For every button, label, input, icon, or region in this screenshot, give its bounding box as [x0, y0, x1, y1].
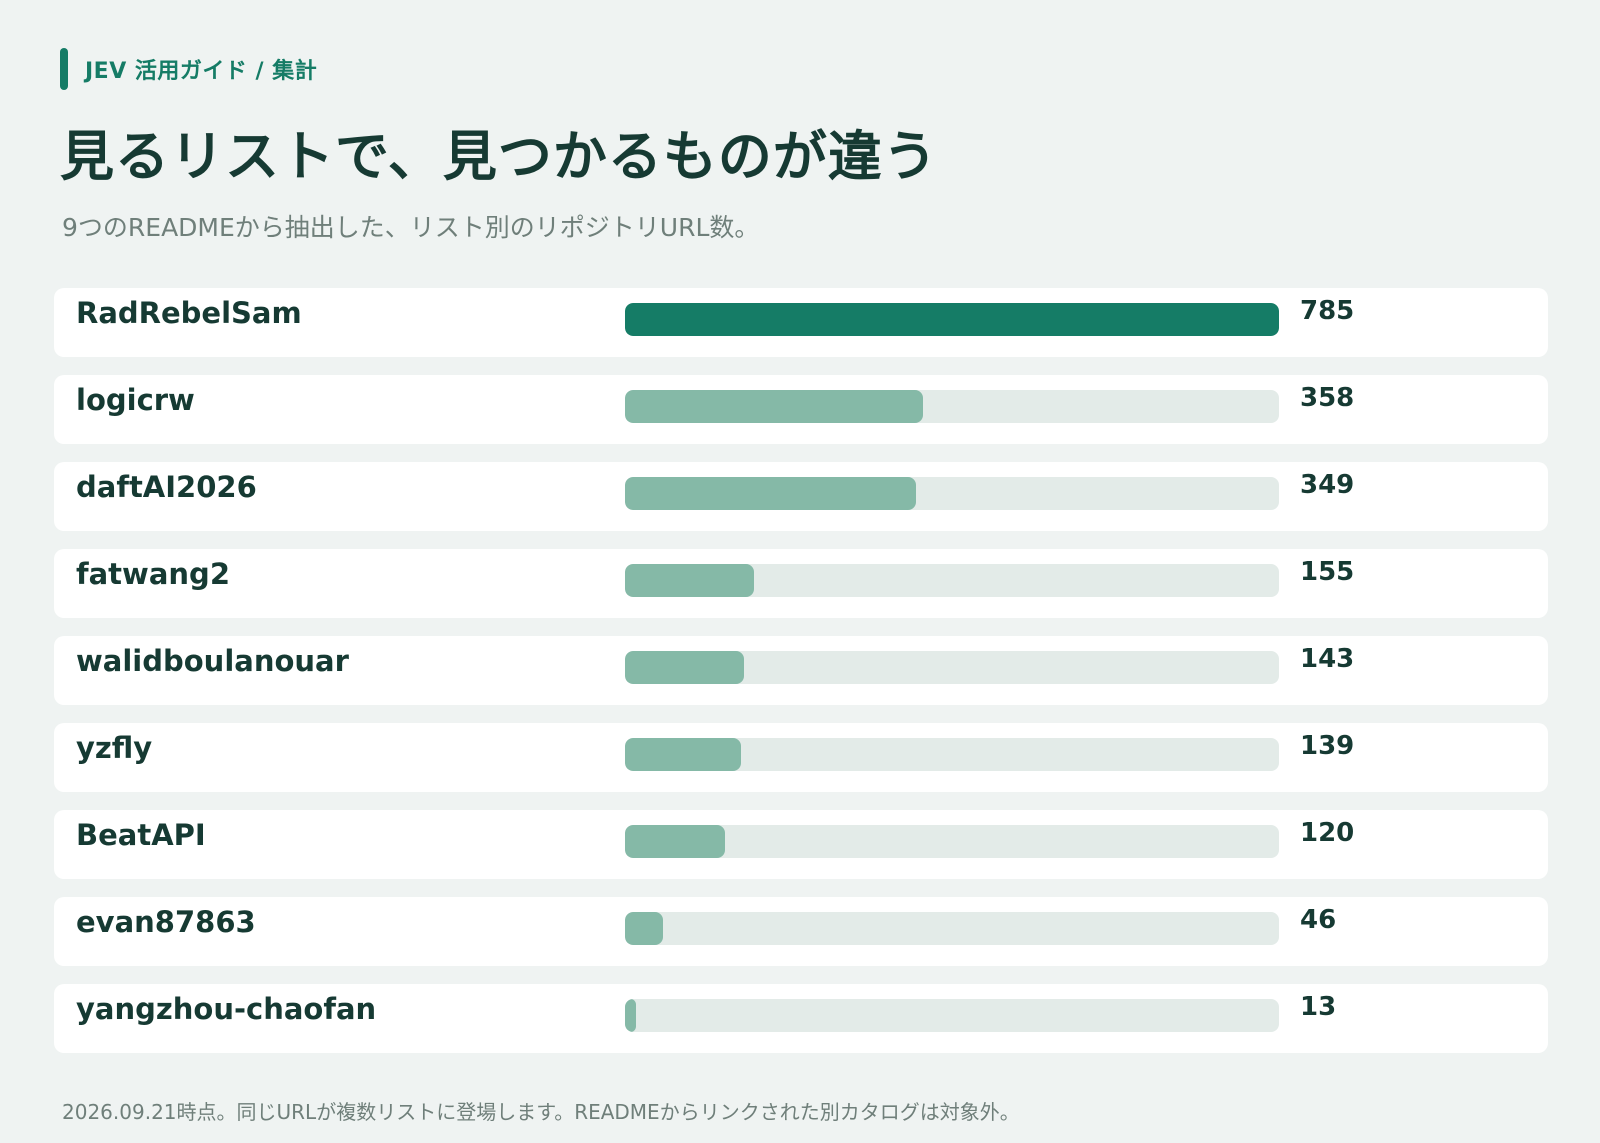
bar: [625, 912, 664, 945]
bar-track: [625, 825, 1279, 858]
data-label: 785: [1300, 296, 1355, 326]
eyebrow-accent-bar: [60, 48, 68, 90]
category-label: fatwang2: [76, 557, 230, 591]
chart-row: yzfly 139: [54, 723, 1548, 792]
data-label: 139: [1300, 731, 1355, 761]
category-label: walidboulanouar: [76, 644, 349, 678]
bar-track: [625, 738, 1279, 771]
chart-row: fatwang2 155: [54, 549, 1548, 618]
data-label: 143: [1300, 644, 1355, 674]
category-label: evan87863: [76, 905, 256, 939]
bar-track: [625, 390, 1279, 423]
category-label: daftAI2026: [76, 470, 257, 504]
bar: [625, 477, 916, 510]
data-label: 155: [1300, 557, 1355, 587]
bar-track: [625, 477, 1279, 510]
bar: [625, 303, 1279, 336]
footnote: 2026.09.21時点。同じURLが複数リストに登場します。READMEからリ…: [62, 1100, 1020, 1124]
bar: [625, 390, 924, 423]
bar-track: [625, 564, 1279, 597]
bar: [625, 564, 755, 597]
chart-row: evan87863 46: [54, 897, 1548, 966]
bar-track: [625, 651, 1279, 684]
bar-track: [625, 999, 1279, 1032]
data-label: 13: [1300, 992, 1337, 1022]
bar: [625, 825, 725, 858]
category-label: yzfly: [76, 731, 153, 765]
eyebrow: JEV 活用ガイド / 集計: [60, 48, 317, 90]
category-label: BeatAPI: [76, 818, 206, 852]
category-label: RadRebelSam: [76, 296, 302, 330]
eyebrow-text: JEV 活用ガイド / 集計: [85, 59, 318, 84]
bar: [625, 999, 636, 1032]
chart-row: daftAI2026 349: [54, 462, 1548, 531]
page-subtitle: 9つのREADMEから抽出した、リスト別のリポジトリURL数。: [62, 213, 760, 242]
category-label: yangzhou-chaofan: [76, 992, 377, 1026]
chart-row: RadRebelSam 785: [54, 288, 1548, 357]
chart-row: logicrw 358: [54, 375, 1548, 444]
bar-chart: RadRebelSam 785 logicrw 358 daftAI2026 349 fat…: [54, 288, 1548, 1071]
chart-row: BeatAPI 120: [54, 810, 1548, 879]
category-label: logicrw: [76, 383, 195, 417]
data-label: 349: [1300, 470, 1355, 500]
data-label: 46: [1300, 905, 1337, 935]
bar-track: [625, 303, 1279, 336]
bar: [625, 651, 745, 684]
page-title: 見るリストで、見つかるものが違う: [60, 125, 938, 188]
data-label: 120: [1300, 818, 1355, 848]
bar: [625, 738, 741, 771]
chart-row: yangzhou-chaofan 13: [54, 984, 1548, 1053]
data-label: 358: [1300, 383, 1355, 413]
bar-track: [625, 912, 1279, 945]
chart-row: walidboulanouar 143: [54, 636, 1548, 705]
